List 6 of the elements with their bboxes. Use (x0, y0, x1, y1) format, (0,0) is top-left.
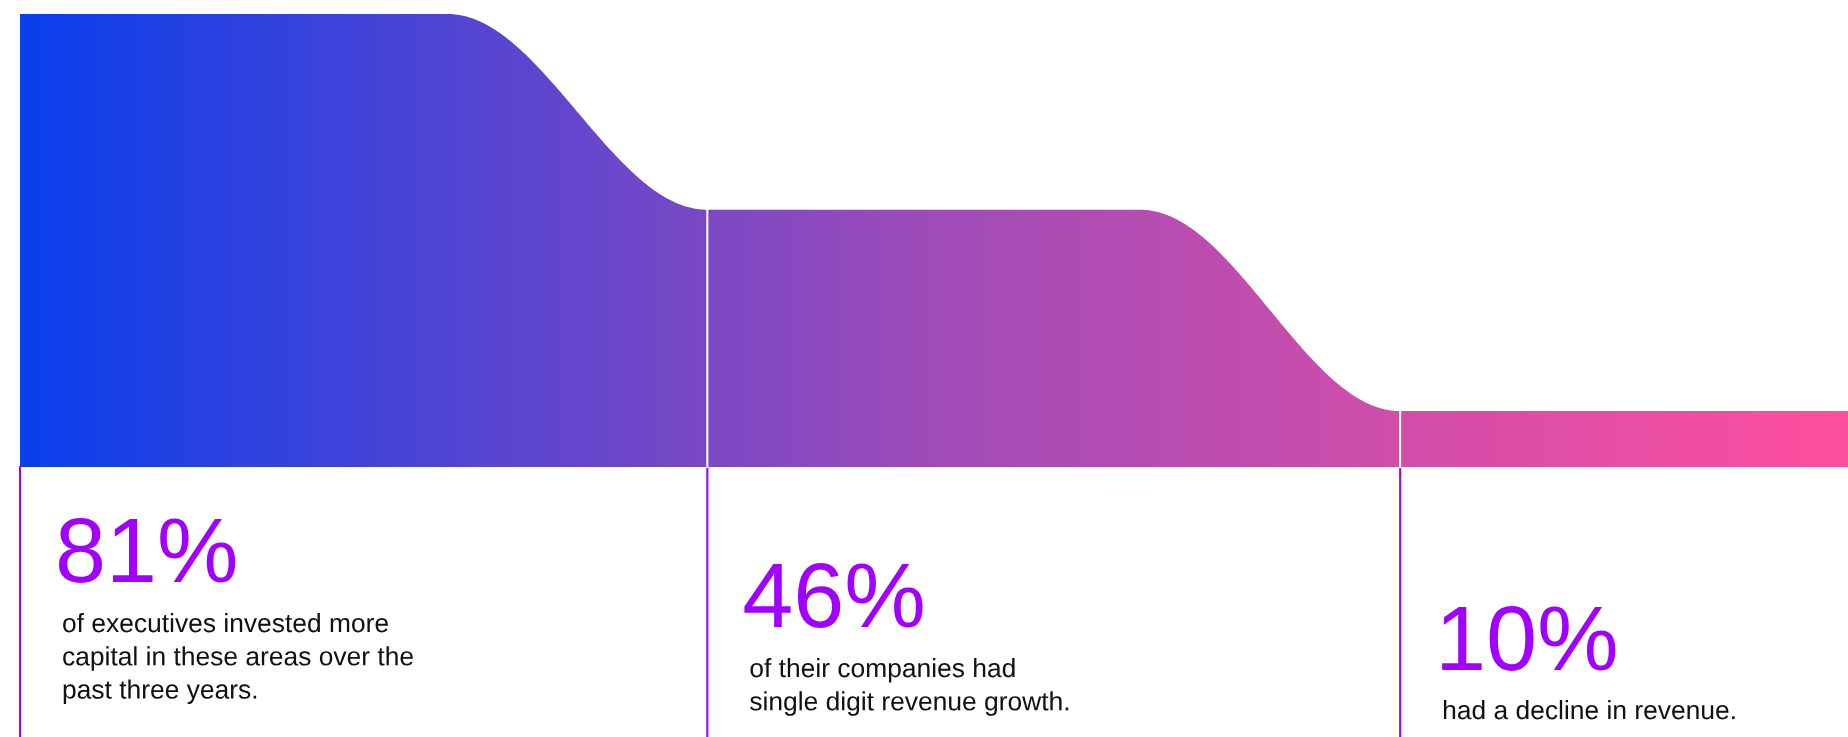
category-label: of executives invested more capital in these areas over the past three years. (63, 613, 413, 705)
data-label: 10% (1442, 605, 1616, 671)
category-label: of their companies had single digit revenue growth. (750, 658, 1069, 716)
category-label: had a decline in revenue. (1443, 700, 1735, 720)
data-label: 81% (58, 517, 236, 583)
data-label: 46% (744, 562, 923, 628)
